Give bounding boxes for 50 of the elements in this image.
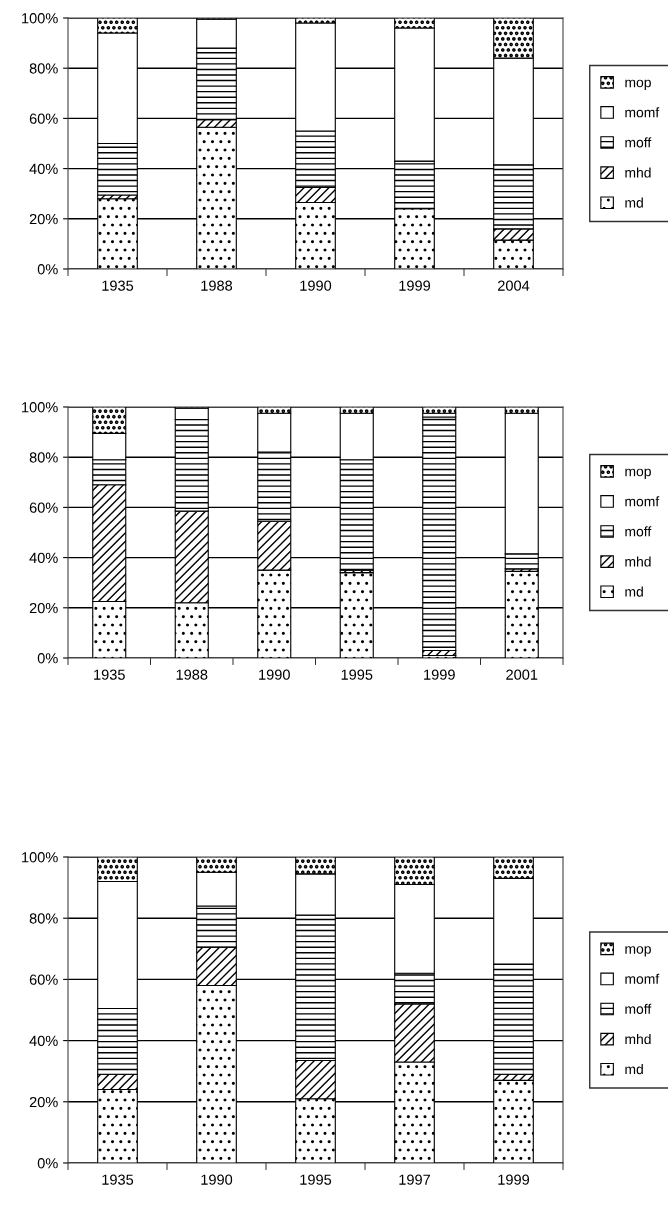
x-tick-label: 1988 <box>201 280 233 291</box>
x-tick-label: 1997 <box>399 1174 430 1185</box>
bar <box>422 407 457 414</box>
legend-label: mop <box>625 79 651 91</box>
y-tick-label: 0% <box>37 264 58 275</box>
x-tick-label: 1990 <box>300 280 332 291</box>
legend-label: momf <box>625 107 660 118</box>
legend-label: momf <box>625 496 660 507</box>
y-tick-label: 100% <box>22 13 58 24</box>
y-tick-label: 0% <box>37 653 58 664</box>
x-tick-label: 1995 <box>300 1174 332 1185</box>
y-tick-label: 60% <box>29 502 58 513</box>
x-tick-label: 2004 <box>498 280 530 291</box>
y-tick-label: 40% <box>29 163 58 175</box>
x-tick-label: 1990 <box>201 1174 233 1185</box>
y-tick-label: 40% <box>29 552 58 564</box>
legend-label: md <box>625 586 643 597</box>
legend-label: md <box>625 197 643 208</box>
legend-label: mhd <box>625 1033 651 1045</box>
y-tick-label: 100% <box>22 852 58 863</box>
y-tick-label: 60% <box>29 113 58 124</box>
x-tick-label: 1935 <box>102 1174 134 1185</box>
x-tick-label: 1999 <box>498 1174 530 1185</box>
y-tick-label: 20% <box>29 1096 58 1108</box>
legend-label: md <box>625 1063 643 1075</box>
y-tick-label: 80% <box>29 63 58 74</box>
y-tick-label: 60% <box>29 974 58 985</box>
legend-label: mhd <box>625 167 651 178</box>
legend-label: moff <box>625 137 652 148</box>
x-tick-label: 2001 <box>506 669 538 680</box>
legend-label: momf <box>625 973 660 984</box>
y-tick-label: 40% <box>29 1035 58 1047</box>
y-tick-label: 0% <box>37 1158 58 1169</box>
legend-label: moff <box>625 526 652 537</box>
x-tick-label: 1988 <box>176 669 208 680</box>
y-tick-label: 80% <box>29 452 58 463</box>
y-tick-label: 20% <box>29 602 58 614</box>
legend-label: moff <box>625 1003 652 1014</box>
legend-label: mhd <box>625 556 651 567</box>
x-tick-label: 1935 <box>102 280 134 291</box>
x-tick-label: 1995 <box>341 669 373 680</box>
x-tick-label: 1999 <box>399 280 431 291</box>
y-tick-label: 80% <box>29 913 58 924</box>
y-tick-label: 100% <box>22 402 58 413</box>
y-tick-label: 20% <box>29 213 58 225</box>
x-tick-label: 1935 <box>94 669 125 680</box>
legend-label: mop <box>625 946 651 957</box>
legend-label: mop <box>625 468 651 480</box>
x-tick-label: 1999 <box>424 669 455 680</box>
x-tick-label: 1990 <box>259 669 290 680</box>
